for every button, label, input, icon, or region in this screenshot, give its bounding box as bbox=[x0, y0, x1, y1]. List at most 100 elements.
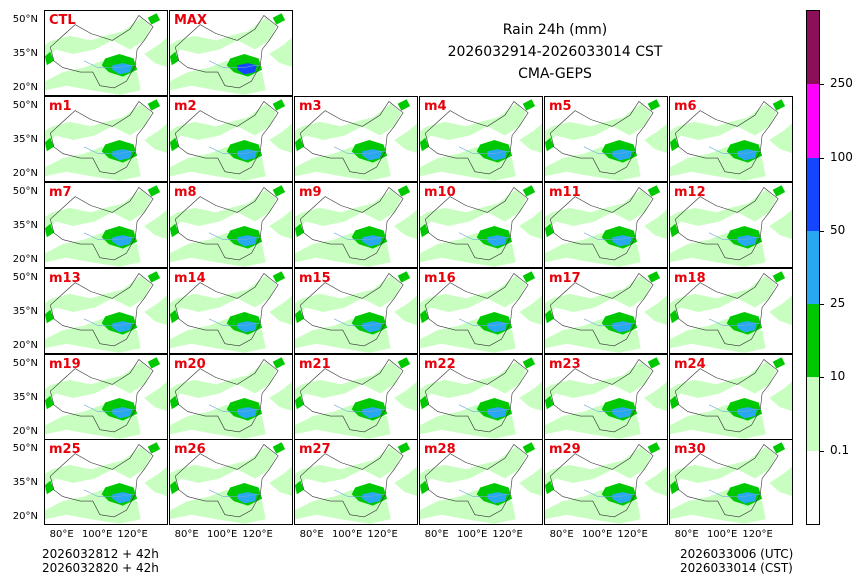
rain-10-25mm-area bbox=[670, 137, 679, 152]
rain-0.1-10mm-area bbox=[420, 446, 527, 493]
panel-map bbox=[45, 99, 167, 181]
x-tick-label: 120°E bbox=[742, 529, 773, 540]
panel-m28: m28 bbox=[419, 439, 543, 525]
rain-10-25mm-area bbox=[772, 442, 786, 454]
panel-m6: m6 bbox=[669, 96, 793, 182]
rain-0.1-10mm-area bbox=[769, 209, 792, 239]
panel-map bbox=[295, 185, 417, 267]
colorbar-tick-mark bbox=[820, 450, 824, 452]
panel-label: m29 bbox=[549, 442, 581, 457]
rain-0.1-10mm-area bbox=[45, 189, 152, 236]
panel-map bbox=[295, 357, 417, 439]
river-line bbox=[333, 318, 386, 326]
panel-m23: m23 bbox=[544, 354, 668, 440]
colorbar-segment bbox=[807, 304, 819, 378]
country-border bbox=[174, 187, 279, 261]
colorbar bbox=[806, 10, 820, 525]
panel-map bbox=[170, 13, 292, 95]
colorbar-tick-mark bbox=[820, 230, 824, 232]
rain-10-25mm-area bbox=[772, 185, 786, 197]
x-tick-label: 80°E bbox=[299, 529, 324, 540]
y-tick-label: 20°N bbox=[12, 511, 38, 523]
panel-map bbox=[545, 357, 667, 439]
country-border bbox=[674, 273, 779, 347]
chart-title-model: CMA-GEPS bbox=[518, 66, 592, 82]
panel-label: m28 bbox=[424, 442, 456, 457]
panel-m13: m13 bbox=[44, 268, 168, 354]
country-border bbox=[49, 444, 154, 518]
panel-map bbox=[420, 442, 542, 524]
rain-0.1-10mm-area bbox=[45, 361, 152, 408]
x-tick-label: 80°E bbox=[174, 529, 199, 540]
colorbar-tick-mark bbox=[820, 377, 824, 379]
country-border bbox=[549, 187, 654, 261]
rain-0.1-10mm-area bbox=[269, 123, 292, 153]
rain-10-25mm-area bbox=[295, 309, 304, 324]
panel-map bbox=[545, 442, 667, 524]
panel-label: m11 bbox=[549, 185, 581, 200]
rain-10-25mm-area bbox=[545, 223, 554, 238]
panel-m9: m9 bbox=[294, 182, 418, 268]
panel-m11: m11 bbox=[544, 182, 668, 268]
rain-0.1-10mm-area bbox=[420, 103, 527, 150]
y-tick-label: 50°N bbox=[12, 443, 38, 455]
rain-10-25mm-area bbox=[170, 309, 179, 324]
rain-0.1-10mm-area bbox=[269, 37, 292, 67]
rain-10-25mm-area bbox=[170, 395, 179, 410]
panel-label: m30 bbox=[674, 442, 706, 457]
country-border bbox=[49, 359, 154, 433]
river-line bbox=[708, 232, 761, 240]
x-tick-label: 120°E bbox=[117, 529, 148, 540]
panel-map bbox=[295, 271, 417, 353]
river-line bbox=[333, 232, 386, 240]
rain-0.1-10mm-area bbox=[644, 466, 667, 496]
river-line bbox=[333, 404, 386, 412]
panel-m27: m27 bbox=[294, 439, 418, 525]
panel-m20: m20 bbox=[169, 354, 293, 440]
rain-10-25mm-area bbox=[272, 99, 286, 111]
x-tick-label: 80°E bbox=[49, 529, 74, 540]
river-line bbox=[333, 146, 386, 154]
rain-10-25mm-area bbox=[670, 223, 679, 238]
panel-m25: m25 bbox=[44, 439, 168, 525]
rain-10-25mm-area bbox=[647, 271, 661, 283]
panel-m26: m26 bbox=[169, 439, 293, 525]
rain-10-25mm-area bbox=[147, 357, 161, 369]
panel-m15: m15 bbox=[294, 268, 418, 354]
rain-0.1-10mm-area bbox=[394, 381, 417, 411]
rain-0.1-10mm-area bbox=[170, 189, 277, 236]
river-line bbox=[208, 60, 261, 68]
panel-label: m16 bbox=[424, 271, 456, 286]
panel-m22: m22 bbox=[419, 354, 543, 440]
rain-0.1-10mm-area bbox=[545, 189, 652, 236]
panel-m19: m19 bbox=[44, 354, 168, 440]
rain-10-25mm-area bbox=[45, 223, 54, 238]
x-tick-label: 100°E bbox=[456, 529, 488, 540]
panel-m24: m24 bbox=[669, 354, 793, 440]
rain-0.1-10mm-area bbox=[144, 209, 167, 239]
river-line bbox=[458, 146, 511, 154]
country-border bbox=[674, 444, 779, 518]
rain-10-25mm-area bbox=[272, 357, 286, 369]
rain-10-25mm-area bbox=[420, 395, 429, 410]
y-tick-label: 20°N bbox=[12, 168, 38, 180]
colorbar-tick-mark bbox=[820, 84, 824, 86]
rain-10-25mm-area bbox=[670, 480, 679, 495]
panel-ctl: CTL bbox=[44, 10, 168, 96]
rain-0.1-10mm-area bbox=[394, 295, 417, 325]
panel-m3: m3 bbox=[294, 96, 418, 182]
rain-0.1-10mm-area bbox=[644, 381, 667, 411]
rain-0.1-10mm-area bbox=[144, 123, 167, 153]
panel-map bbox=[45, 13, 167, 95]
y-tick-label: 50°N bbox=[12, 186, 38, 198]
panel-map bbox=[420, 357, 542, 439]
rain-0.1-10mm-area bbox=[545, 275, 652, 322]
rain-10-25mm-area bbox=[45, 395, 54, 410]
y-tick-label: 20°N bbox=[12, 426, 38, 438]
rain-0.1-10mm-area bbox=[769, 466, 792, 496]
rain-10-25mm-area bbox=[420, 137, 429, 152]
rain-10-25mm-area bbox=[45, 480, 54, 495]
panel-map bbox=[170, 271, 292, 353]
rain-0.1-10mm-area bbox=[644, 123, 667, 153]
rain-0.1-10mm-area bbox=[144, 295, 167, 325]
